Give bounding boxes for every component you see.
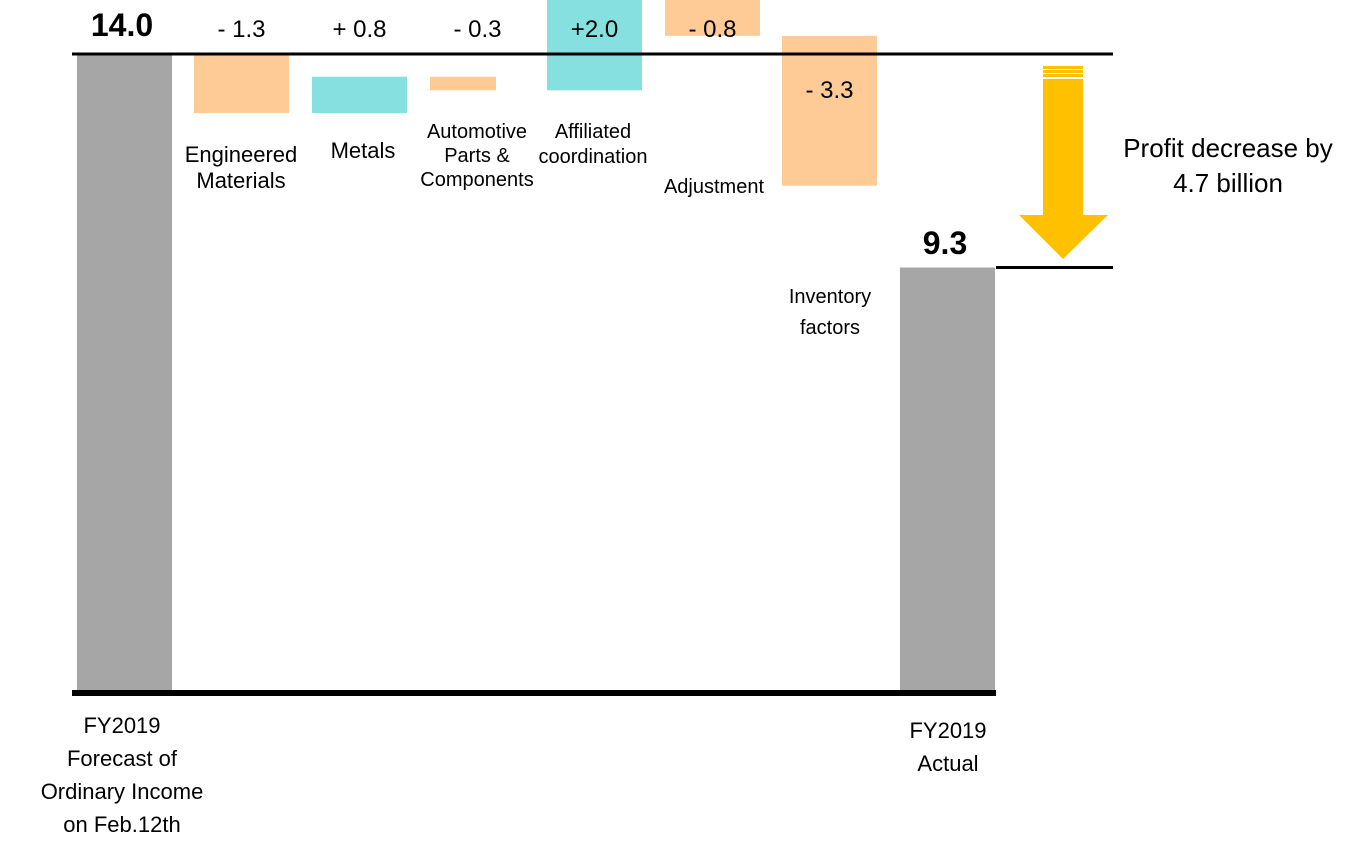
annotation-text: 4.7 billion — [1173, 168, 1283, 198]
step-bar-4 — [547, 0, 642, 90]
step-bar-6 — [782, 36, 877, 186]
step-value-label: - 0.3 — [453, 16, 501, 43]
step-value-label: - 1.3 — [217, 16, 265, 43]
step-bar-2 — [312, 77, 407, 113]
start-category-label: Forecast of — [67, 746, 178, 771]
category-label: Automotive — [427, 121, 527, 143]
start-category-label: Ordinary Income — [41, 779, 204, 804]
step-bar-1 — [194, 54, 289, 113]
category-label: factors — [800, 317, 860, 339]
step-bar-3 — [430, 77, 496, 91]
category-label: Adjustment — [664, 176, 764, 198]
category-label: Components — [420, 169, 533, 191]
start-category-label: on Feb.12th — [63, 812, 180, 837]
category-label: Affiliated — [555, 121, 631, 143]
step-value-label: + 0.8 — [332, 16, 386, 43]
category-label: Parts & — [444, 145, 510, 167]
start-total-bar — [77, 54, 172, 690]
annotation-text: Profit decrease by — [1123, 133, 1333, 163]
end-value-label: 9.3 — [923, 225, 967, 261]
end-total-bar — [900, 268, 995, 690]
start-category-label: FY2019 — [83, 713, 160, 738]
category-label: coordination — [539, 146, 648, 168]
step-value-label: - 3.3 — [805, 77, 853, 104]
category-label: Materials — [196, 168, 285, 193]
end-category-label: FY2019 — [909, 718, 986, 743]
decrease-arrow-icon — [1019, 66, 1108, 259]
start-value-label: 14.0 — [91, 7, 153, 43]
category-label: Engineered — [185, 142, 298, 167]
category-label: Metals — [331, 138, 396, 163]
step-value-label: - 0.8 — [688, 16, 736, 43]
step-value-label: +2.0 — [571, 16, 618, 43]
category-label: Inventory — [789, 286, 871, 308]
end-category-label: Actual — [917, 751, 978, 776]
